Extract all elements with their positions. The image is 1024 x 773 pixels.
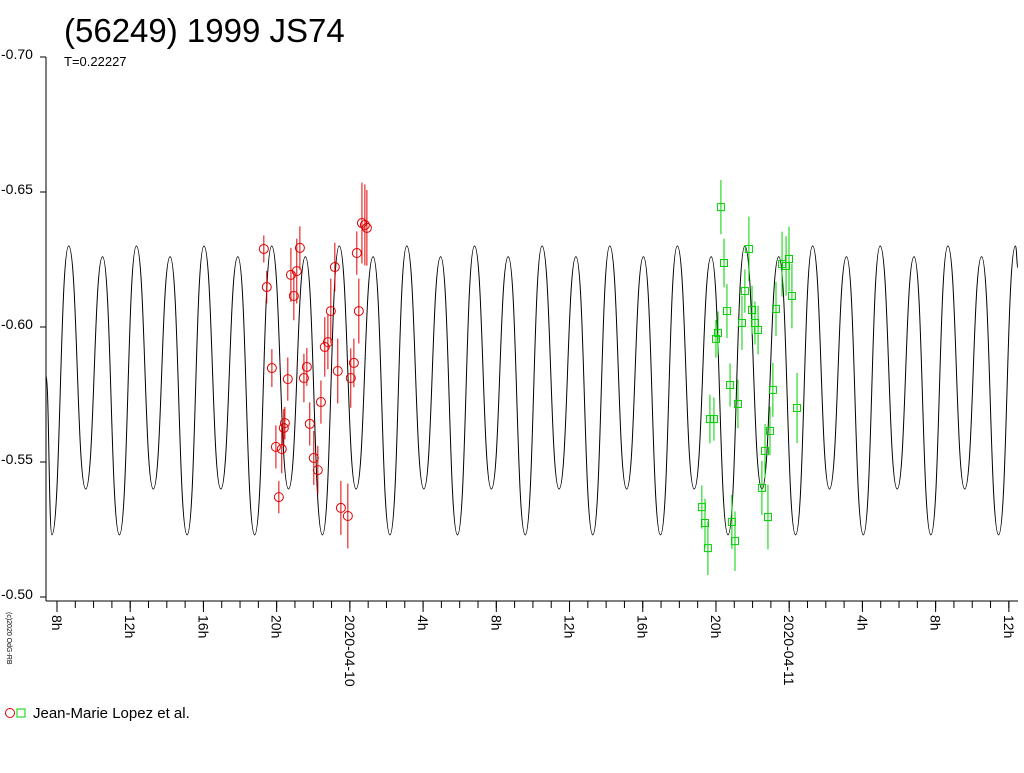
legend-marker (16, 708, 26, 718)
legend-label: Jean-Marie Lopez et al. (33, 705, 190, 722)
data-point (282, 374, 293, 385)
data-point (785, 254, 794, 263)
data-point (733, 399, 742, 408)
x-tick-label: 16h (635, 615, 651, 638)
data-point (700, 519, 709, 528)
data-point (258, 243, 269, 254)
data-point (722, 307, 731, 316)
model-curve (45, 245, 1019, 536)
data-point (748, 305, 757, 314)
data-point (757, 483, 766, 492)
data-point (276, 444, 287, 455)
data-point (765, 426, 774, 435)
data-point (288, 290, 299, 301)
data-point (325, 306, 336, 317)
x-tick-label: 12h (122, 615, 138, 638)
data-point (335, 502, 346, 513)
x-tick-label: 2020-04-11 (781, 615, 797, 686)
credit: (c)2020 OdG-RB (5, 612, 12, 665)
data-point (726, 381, 735, 390)
data-point (713, 328, 722, 337)
y-tick-label: -0.60 (1, 316, 33, 332)
data-point (772, 304, 781, 313)
chart-subtitle: T=0.22227 (64, 54, 127, 69)
data-point (273, 492, 284, 503)
x-tick-label: 20h (708, 615, 724, 638)
data-point (740, 287, 749, 296)
data-point (329, 262, 340, 273)
x-tick-label: 2020-04-10 (342, 615, 358, 687)
data-point (361, 222, 372, 233)
x-tick-label: 8h (49, 615, 65, 631)
data-point (720, 259, 729, 268)
data-point (709, 415, 718, 424)
x-tick-label: 8h (928, 615, 944, 631)
data-point (278, 422, 289, 433)
data-point (778, 260, 787, 269)
data-point (731, 537, 740, 546)
data-point (353, 306, 364, 317)
data-point (348, 357, 359, 368)
data-point (768, 385, 777, 394)
data-point (793, 404, 802, 412)
data-point (315, 397, 326, 408)
data-point (342, 511, 353, 521)
data-point (270, 441, 281, 452)
data-point (279, 418, 290, 429)
x-tick-label: 8h (488, 615, 504, 631)
data-point (737, 318, 746, 327)
data-point (266, 363, 277, 374)
data-point (705, 415, 714, 424)
data-point (294, 242, 305, 253)
data-point (291, 266, 302, 277)
data-point (711, 334, 720, 343)
data-point (312, 465, 323, 476)
data-point (304, 418, 315, 429)
data-point (763, 513, 772, 522)
data-point (744, 244, 753, 253)
x-tick-label: 20h (269, 615, 285, 638)
data-point (345, 373, 356, 384)
x-tick-label: 16h (195, 615, 211, 638)
data-point (285, 269, 296, 280)
data-point (301, 361, 312, 372)
data-point (754, 325, 763, 334)
x-tick-label: 12h (1001, 615, 1017, 638)
data-point (359, 219, 370, 230)
data-point (351, 248, 362, 259)
legend-marker (5, 708, 15, 718)
chart-title: (56249) 1999 JS74 (64, 12, 345, 49)
x-tick-label: 4h (415, 615, 431, 631)
data-point (298, 373, 309, 384)
data-point (319, 341, 330, 352)
data-point (716, 203, 725, 212)
data-point (332, 366, 343, 377)
y-tick-label: -0.65 (1, 181, 33, 197)
x-tick-label: 12h (562, 615, 578, 638)
data-point (261, 282, 272, 293)
data-point (703, 544, 712, 553)
y-tick-label: -0.55 (1, 451, 33, 467)
data-point (761, 446, 770, 455)
data-point (787, 291, 796, 300)
y-tick-label: -0.70 (1, 46, 33, 62)
data-point (322, 337, 333, 348)
x-tick-label: 4h (854, 615, 870, 631)
y-tick-label: -0.50 (1, 586, 33, 602)
